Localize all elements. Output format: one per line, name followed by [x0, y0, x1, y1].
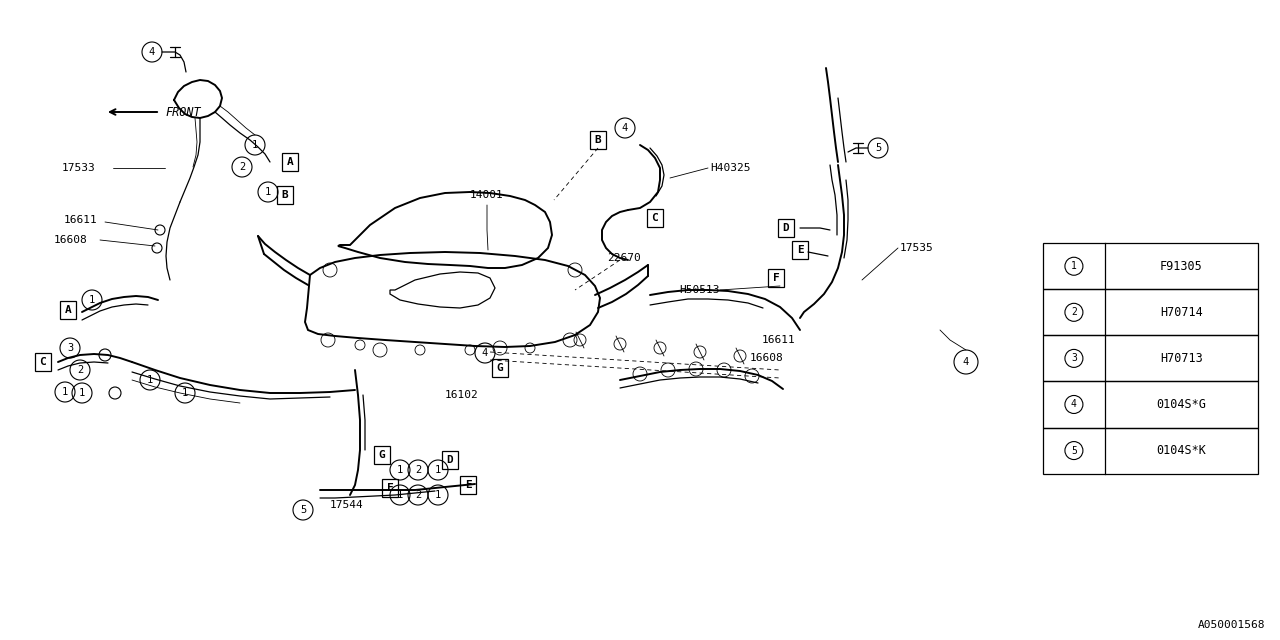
Text: H50513: H50513: [678, 285, 719, 295]
Text: B: B: [282, 190, 288, 200]
Text: H70714: H70714: [1160, 306, 1203, 319]
Text: 1: 1: [435, 490, 442, 500]
Text: 16102: 16102: [445, 390, 479, 400]
Bar: [1043, 428, 1258, 474]
Text: 4: 4: [1071, 399, 1076, 410]
Text: 1: 1: [79, 388, 86, 398]
Text: 2: 2: [1071, 307, 1076, 317]
Text: D: D: [447, 455, 453, 465]
Text: 1: 1: [182, 388, 188, 398]
Bar: [778, 219, 794, 237]
Text: 1: 1: [252, 140, 259, 150]
Text: 2: 2: [415, 465, 421, 475]
Text: 5: 5: [300, 505, 306, 515]
Text: 0104S*G: 0104S*G: [1157, 398, 1206, 411]
Text: C: C: [652, 213, 658, 223]
Bar: [1043, 335, 1258, 381]
Text: 1: 1: [265, 187, 271, 197]
Text: A: A: [64, 305, 72, 315]
Text: F: F: [773, 273, 780, 283]
Text: 5: 5: [1071, 445, 1076, 456]
Text: 4: 4: [148, 47, 155, 57]
Text: 1: 1: [1071, 261, 1076, 271]
Bar: [60, 301, 76, 319]
Bar: [35, 353, 51, 371]
Text: 17533: 17533: [61, 163, 96, 173]
Text: H70713: H70713: [1160, 352, 1203, 365]
Bar: [590, 131, 605, 149]
Text: G: G: [379, 450, 385, 460]
Text: 17544: 17544: [330, 500, 364, 510]
Bar: [442, 451, 458, 469]
Text: 3: 3: [67, 343, 73, 353]
Bar: [1043, 381, 1258, 428]
Text: 16611: 16611: [64, 215, 97, 225]
Bar: [492, 359, 508, 377]
Text: 0104S*K: 0104S*K: [1157, 444, 1206, 457]
Text: 4: 4: [622, 123, 628, 133]
Text: 14001: 14001: [470, 190, 504, 200]
Text: 2: 2: [239, 162, 246, 172]
Text: E: E: [465, 480, 471, 490]
Bar: [381, 479, 398, 497]
Text: 3: 3: [1071, 353, 1076, 364]
Text: FRONT: FRONT: [165, 106, 201, 118]
Text: H40325: H40325: [710, 163, 750, 173]
Text: F91305: F91305: [1160, 260, 1203, 273]
Text: 1: 1: [147, 375, 154, 385]
Bar: [374, 446, 390, 464]
Text: F: F: [387, 483, 393, 493]
Text: D: D: [782, 223, 790, 233]
Text: C: C: [40, 357, 46, 367]
Text: G: G: [497, 363, 503, 373]
Bar: [276, 186, 293, 204]
Text: 1: 1: [88, 295, 95, 305]
Text: 4: 4: [963, 357, 969, 367]
Text: 5: 5: [874, 143, 881, 153]
Text: 1: 1: [61, 387, 68, 397]
Text: A: A: [287, 157, 293, 167]
Text: 17535: 17535: [900, 243, 933, 253]
Bar: [282, 153, 298, 171]
Text: 1: 1: [397, 465, 403, 475]
Text: 16611: 16611: [762, 335, 796, 345]
Text: B: B: [595, 135, 602, 145]
Bar: [768, 269, 783, 287]
Text: 1: 1: [435, 465, 442, 475]
Text: 16608: 16608: [54, 235, 88, 245]
Bar: [460, 476, 476, 494]
Text: 16608: 16608: [750, 353, 783, 363]
Text: 2: 2: [415, 490, 421, 500]
Bar: [646, 209, 663, 227]
Text: 1: 1: [397, 490, 403, 500]
Bar: [1043, 243, 1258, 289]
Text: A050001568: A050001568: [1198, 620, 1265, 630]
Text: 2: 2: [77, 365, 83, 375]
Bar: [1043, 289, 1258, 335]
Text: 22670: 22670: [607, 253, 641, 263]
Bar: [792, 241, 808, 259]
Text: 4: 4: [481, 348, 488, 358]
Text: E: E: [796, 245, 804, 255]
